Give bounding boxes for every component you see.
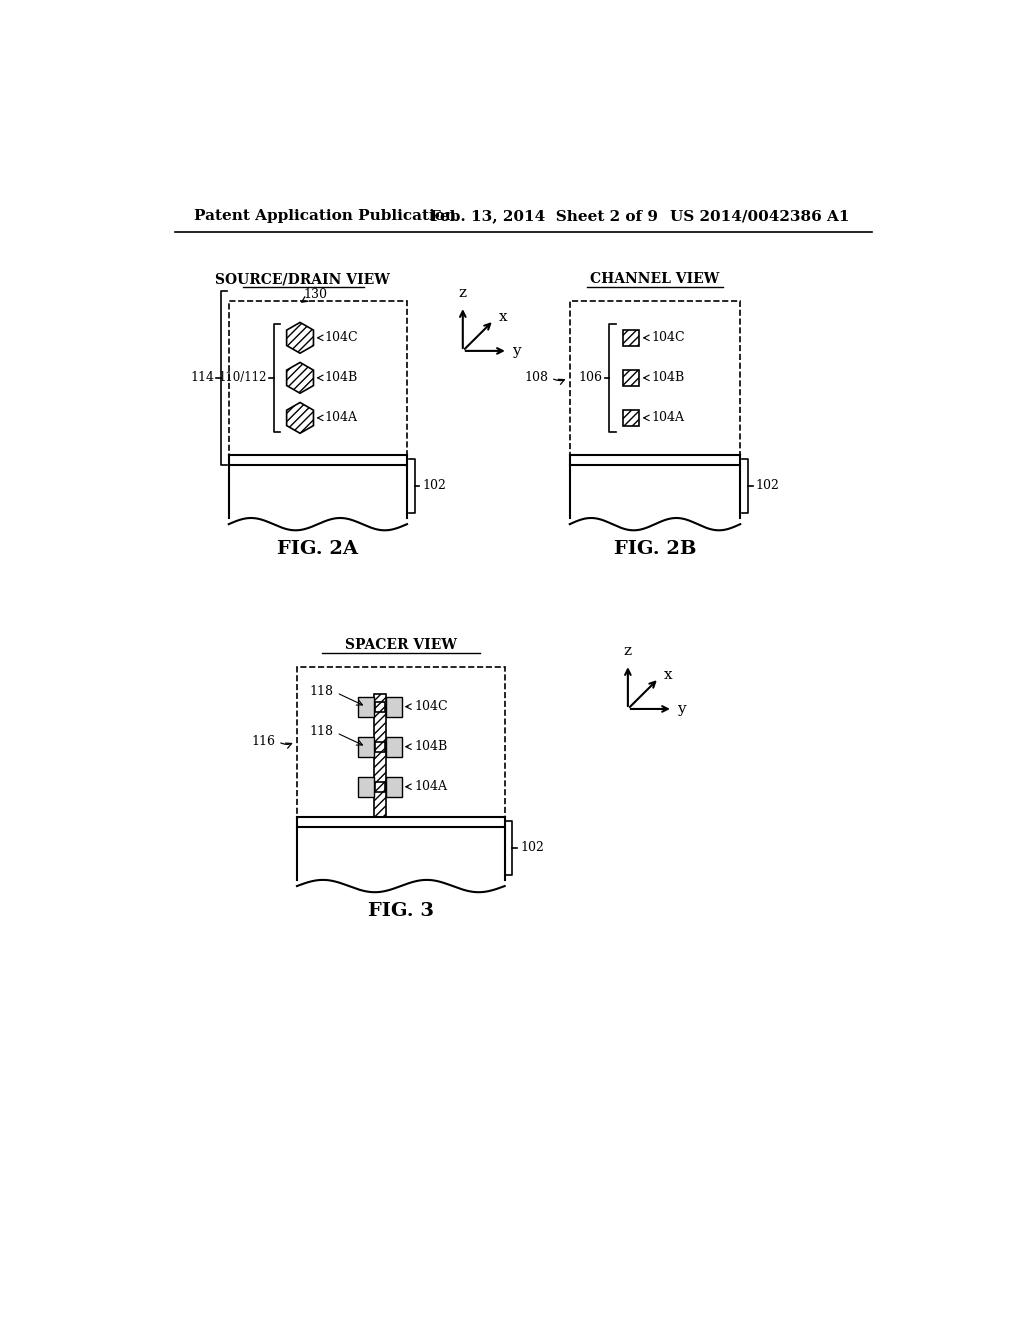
Text: 118: 118: [309, 725, 334, 738]
Bar: [358, 776, 374, 797]
Bar: [297, 667, 505, 817]
Text: z: z: [624, 644, 632, 659]
Bar: [386, 776, 401, 797]
Text: 104B: 104B: [651, 371, 684, 384]
Bar: [375, 702, 385, 711]
Text: x: x: [499, 310, 507, 323]
Bar: [374, 693, 386, 817]
Text: 102: 102: [520, 841, 544, 854]
Text: SPACER VIEW: SPACER VIEW: [345, 638, 457, 652]
Text: 104A: 104A: [651, 412, 684, 425]
Text: 104A: 104A: [325, 412, 357, 425]
Text: Feb. 13, 2014  Sheet 2 of 9: Feb. 13, 2014 Sheet 2 of 9: [430, 209, 658, 223]
Text: 130: 130: [303, 288, 328, 301]
Polygon shape: [287, 363, 313, 393]
Text: SOURCE/DRAIN VIEW: SOURCE/DRAIN VIEW: [215, 272, 390, 286]
Text: z: z: [459, 286, 467, 300]
Polygon shape: [287, 322, 313, 354]
Bar: [569, 301, 740, 455]
Bar: [358, 697, 374, 717]
Polygon shape: [287, 403, 313, 433]
Text: 118: 118: [309, 685, 334, 698]
Text: US 2014/0042386 A1: US 2014/0042386 A1: [671, 209, 850, 223]
Bar: [358, 737, 374, 756]
Text: x: x: [664, 668, 672, 682]
Text: 102: 102: [423, 479, 446, 492]
Bar: [624, 330, 639, 346]
Text: 104C: 104C: [414, 700, 447, 713]
Text: 104B: 104B: [414, 741, 447, 754]
Text: Patent Application Publication: Patent Application Publication: [194, 209, 456, 223]
Text: 110/112: 110/112: [218, 371, 266, 384]
Text: y: y: [677, 702, 685, 715]
Text: FIG. 2B: FIG. 2B: [613, 540, 696, 558]
Text: 104C: 104C: [651, 331, 685, 345]
Text: FIG. 3: FIG. 3: [368, 902, 434, 920]
Text: FIG. 2A: FIG. 2A: [278, 540, 358, 558]
Text: 104A: 104A: [414, 780, 447, 793]
Text: 114: 114: [190, 371, 214, 384]
Text: CHANNEL VIEW: CHANNEL VIEW: [590, 272, 720, 286]
Text: 106: 106: [579, 371, 602, 384]
Text: y: y: [512, 345, 520, 358]
Bar: [624, 370, 639, 385]
Text: 108: 108: [524, 371, 548, 384]
Text: 102: 102: [756, 479, 779, 492]
Text: 116: 116: [251, 735, 275, 748]
Bar: [228, 301, 407, 455]
Bar: [386, 737, 401, 756]
Bar: [624, 411, 639, 425]
Text: 104B: 104B: [325, 371, 358, 384]
Bar: [386, 697, 401, 717]
Bar: [375, 742, 385, 751]
Bar: [375, 781, 385, 792]
Text: 104C: 104C: [325, 331, 358, 345]
